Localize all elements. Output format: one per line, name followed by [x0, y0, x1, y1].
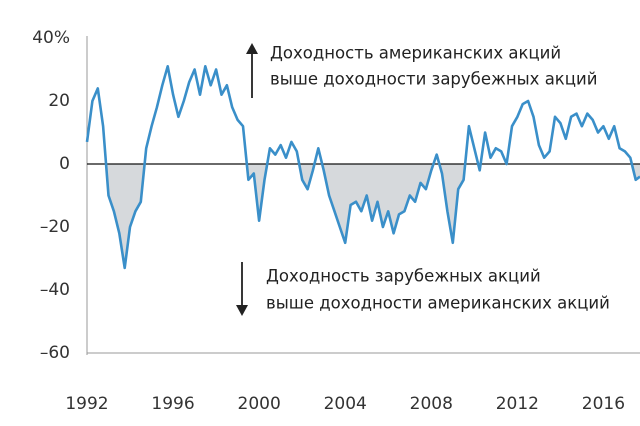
- annotation: выше доходности американских акций: [266, 294, 610, 313]
- annotation: выше доходности зарубежных акций: [270, 70, 597, 89]
- x-tick-label: 2012: [496, 394, 539, 414]
- y-tick-label: 0: [59, 154, 70, 174]
- x-tick-label: 2016: [582, 394, 625, 414]
- y-tick-label: 20: [48, 91, 70, 111]
- negative-area: [87, 164, 640, 268]
- y-tick-label: 40%: [32, 28, 70, 48]
- y-tick-label: –40: [40, 280, 70, 300]
- arrow-up-head: [246, 43, 258, 54]
- arrow-down-head: [236, 305, 248, 316]
- x-tick-label: 2008: [410, 394, 453, 414]
- x-tick-label: 1996: [151, 394, 194, 414]
- y-tick-label: –60: [40, 343, 70, 363]
- x-tick-label: 2004: [324, 394, 367, 414]
- x-tick-label: 2000: [238, 394, 281, 414]
- annotation: Доходность американских акций: [270, 44, 561, 63]
- annotation: Доходность зарубежных акций: [266, 267, 541, 286]
- y-tick-label: –20: [40, 217, 70, 237]
- line: [85, 65, 640, 270]
- x-tick-label: 1992: [65, 394, 108, 414]
